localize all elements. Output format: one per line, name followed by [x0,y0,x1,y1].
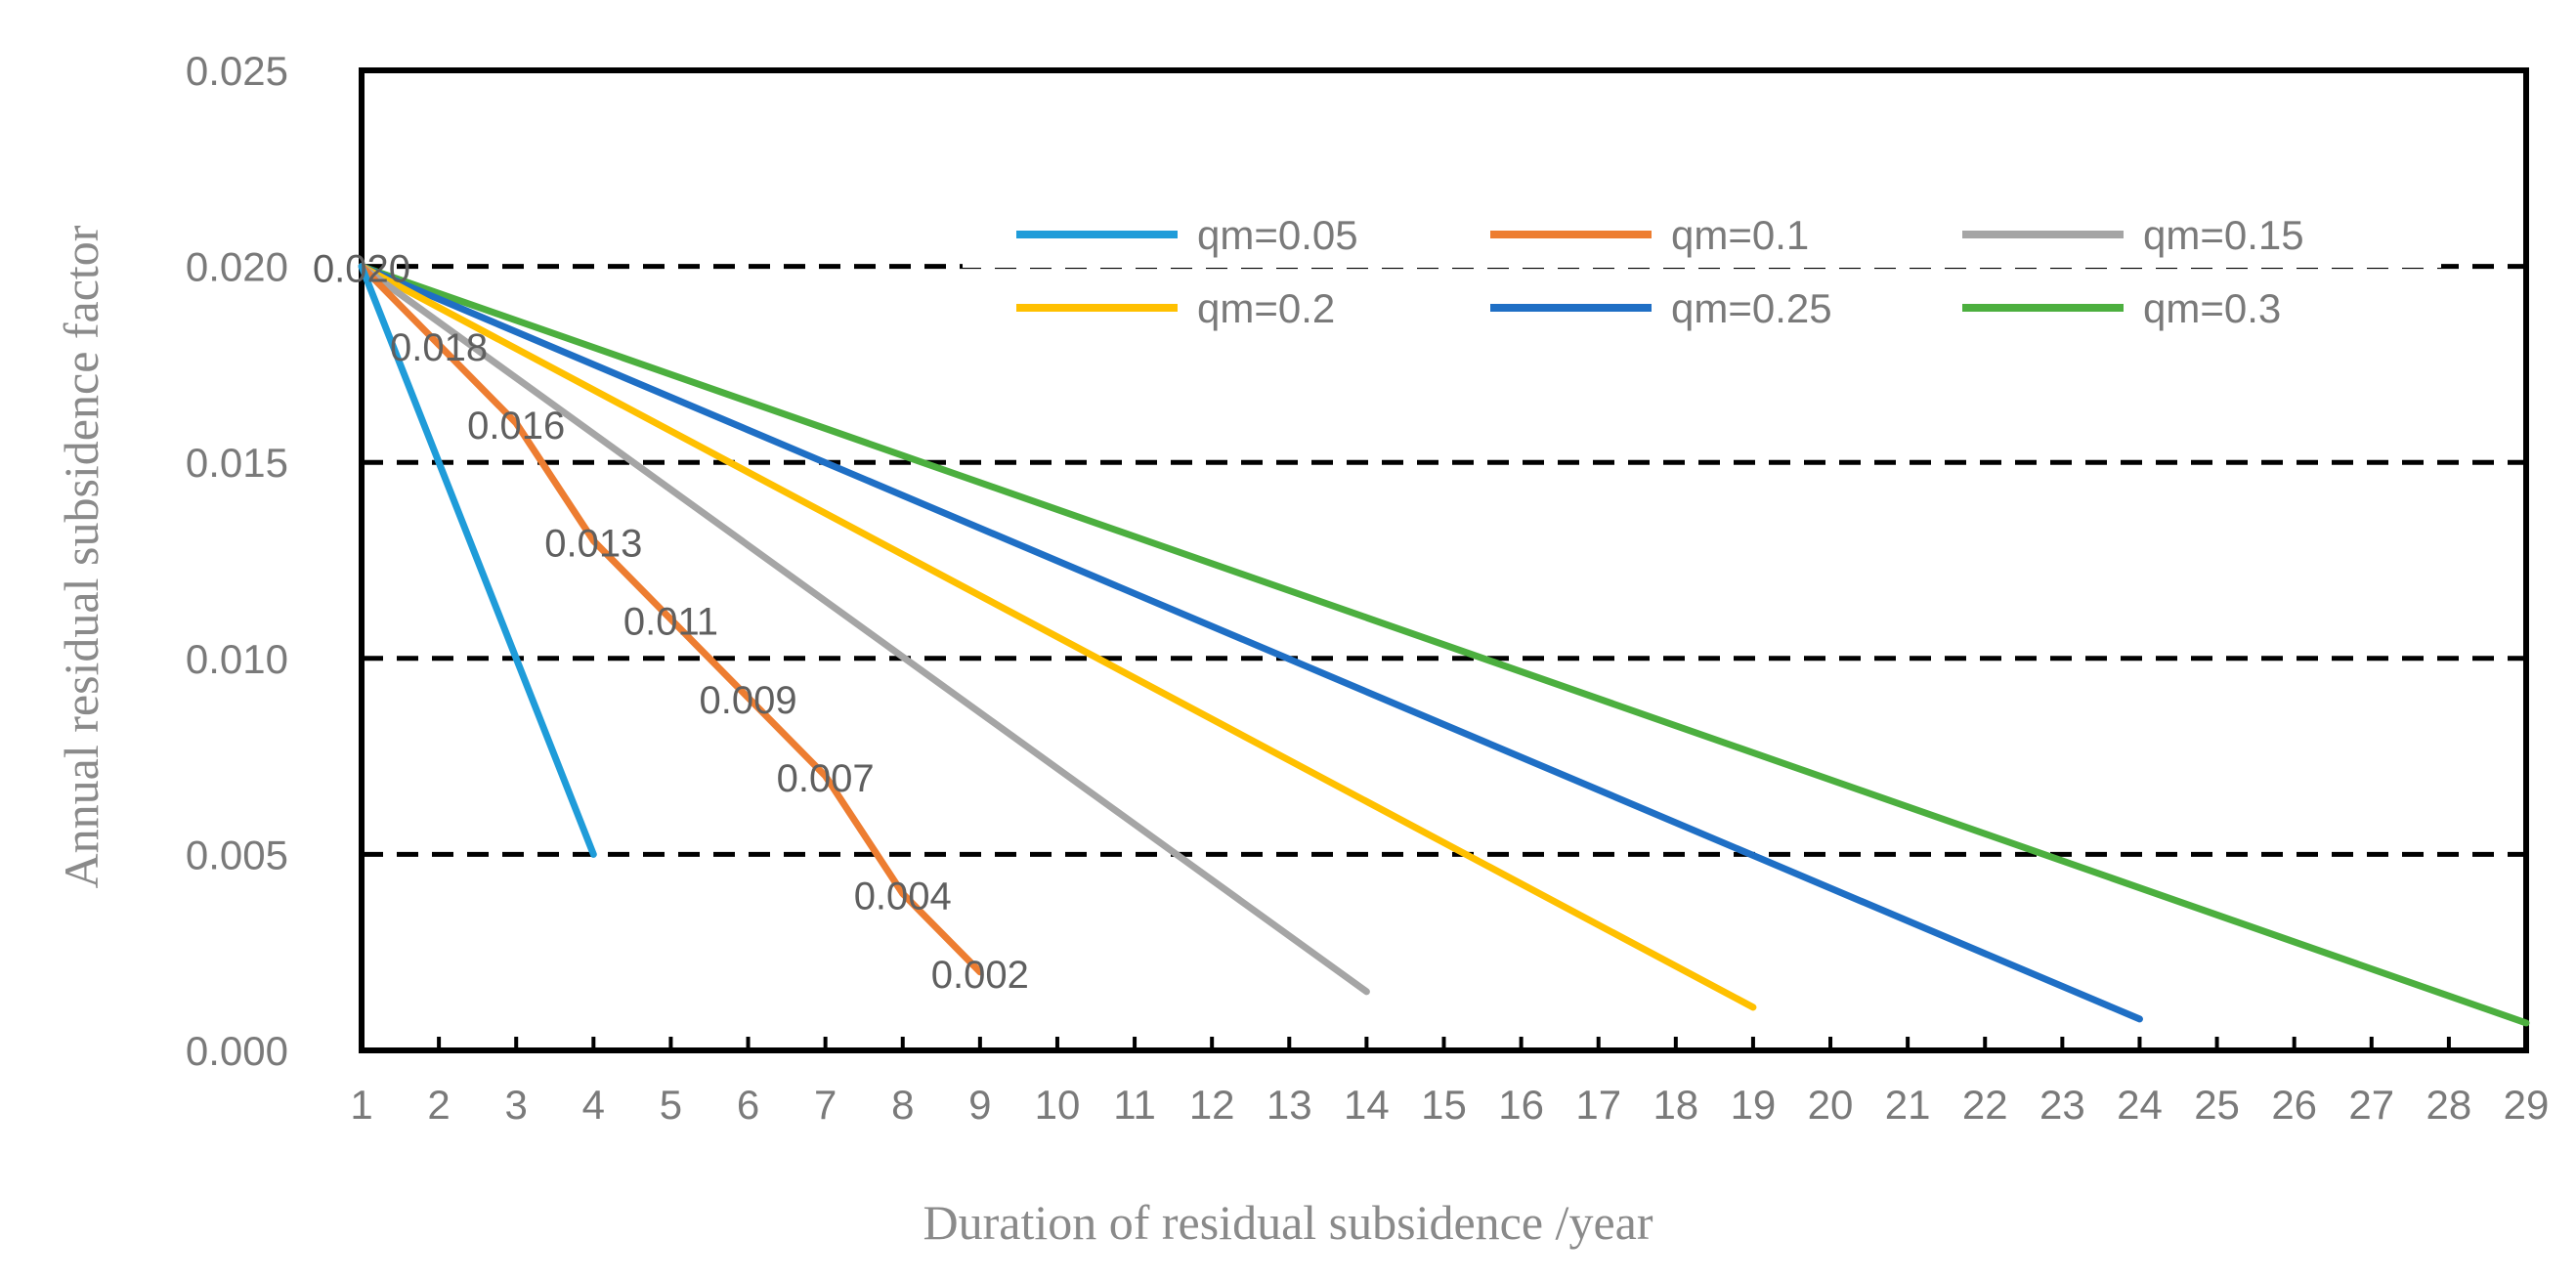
x-tick-label: 16 [1498,1082,1544,1128]
data-label: 0.020 [313,248,410,291]
data-labels: 0.020 0.018 0.016 0.013 0.011 0.009 0.007 0.004… [313,248,1029,997]
x-tick-label: 12 [1189,1082,1235,1128]
x-tick-label: 13 [1267,1082,1312,1128]
data-label: 0.011 [623,601,718,644]
legend: qm=0.05 qm=0.1 qm=0.15 qm=0.2 qm=0.25 qm=0.3 [963,201,2441,341]
x-tick-label: 14 [1344,1082,1390,1128]
series-line [358,263,2143,1023]
series-lines [358,263,2530,1027]
series-line [358,263,2530,1027]
y-tick-label: 0.000 [186,1028,288,1074]
x-tick-label: 7 [814,1082,837,1128]
x-tick-label: 11 [1113,1082,1156,1128]
x-tick-label: 3 [505,1082,528,1128]
data-label: 0.002 [931,954,1029,997]
series-line [358,263,1757,1011]
x-tick-label: 23 [2039,1082,2085,1128]
legend-label: qm=0.3 [2143,285,2281,331]
x-tick-label: 29 [2504,1082,2550,1128]
x-tick-label: 17 [1575,1082,1621,1128]
x-tick-label: 9 [968,1082,991,1128]
x-tick-label: 6 [737,1082,759,1128]
x-tick-label: 8 [891,1082,914,1128]
x-tick-label: 25 [2194,1082,2240,1128]
x-tick-label: 27 [2348,1082,2394,1128]
x-tick-label: 2 [427,1082,450,1128]
x-axis-ticks: 1 2 3 4 5 6 7 8 9 10 11 12 13 14 15 16 17 18 19 20 21 22 23 24 2… [350,1037,2549,1128]
data-label: 0.018 [390,326,488,369]
series-line [358,263,597,858]
y-axis-title: Annual residual subsidence factor [54,225,108,888]
y-axis-ticks: 0.000 0.005 0.010 0.015 0.020 0.025 [186,48,288,1074]
data-label: 0.004 [854,875,952,918]
data-label: 0.016 [467,405,565,448]
y-tick-label: 0.020 [186,244,288,290]
legend-label: qm=0.2 [1197,285,1335,331]
y-tick-label: 0.025 [186,48,288,94]
y-tick-label: 0.010 [186,636,288,682]
y-tick-label: 0.005 [186,832,288,877]
x-tick-label: 1 [350,1082,372,1128]
x-tick-label: 15 [1421,1082,1467,1128]
x-tick-label: 5 [660,1082,682,1128]
x-tick-label: 20 [1808,1082,1854,1128]
x-tick-label: 24 [2117,1082,2163,1128]
legend-label: qm=0.05 [1197,212,1358,258]
series-line [358,263,984,976]
x-tick-label: 19 [1731,1082,1777,1128]
x-tick-label: 4 [582,1082,605,1128]
gridlines [362,264,2526,857]
legend-label: qm=0.1 [1671,212,1809,258]
y-tick-label: 0.015 [186,440,288,486]
series-line [358,263,1370,996]
legend-label: qm=0.15 [2143,212,2304,258]
x-tick-label: 21 [1885,1082,1931,1128]
legend-label: qm=0.25 [1671,285,1832,331]
data-label: 0.007 [777,757,875,800]
x-axis-title: Duration of residual subsidence /year [923,1195,1653,1250]
data-label: 0.013 [544,522,642,565]
x-tick-label: 22 [1962,1082,2008,1128]
data-label: 0.009 [699,679,796,722]
x-tick-label: 26 [2271,1082,2317,1128]
x-tick-label: 10 [1035,1082,1081,1128]
x-tick-label: 18 [1653,1082,1698,1128]
x-tick-label: 28 [2426,1082,2472,1128]
